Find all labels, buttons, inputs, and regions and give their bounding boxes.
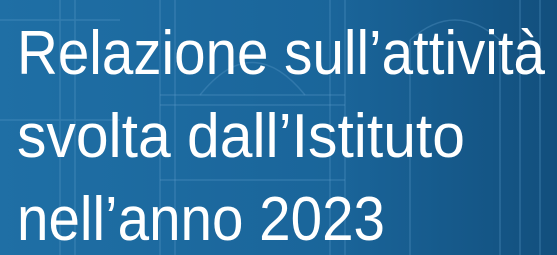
cover: Relazione sull’attività svolta dall’Isti… [0,0,557,255]
title-line: svolta dall’Istituto [17,102,465,171]
page: Relazione sull’attività svolta dall’Isti… [0,0,557,255]
title-line: Relazione sull’attività [17,19,545,88]
title-line: nell’anno 2023 [17,185,385,254]
